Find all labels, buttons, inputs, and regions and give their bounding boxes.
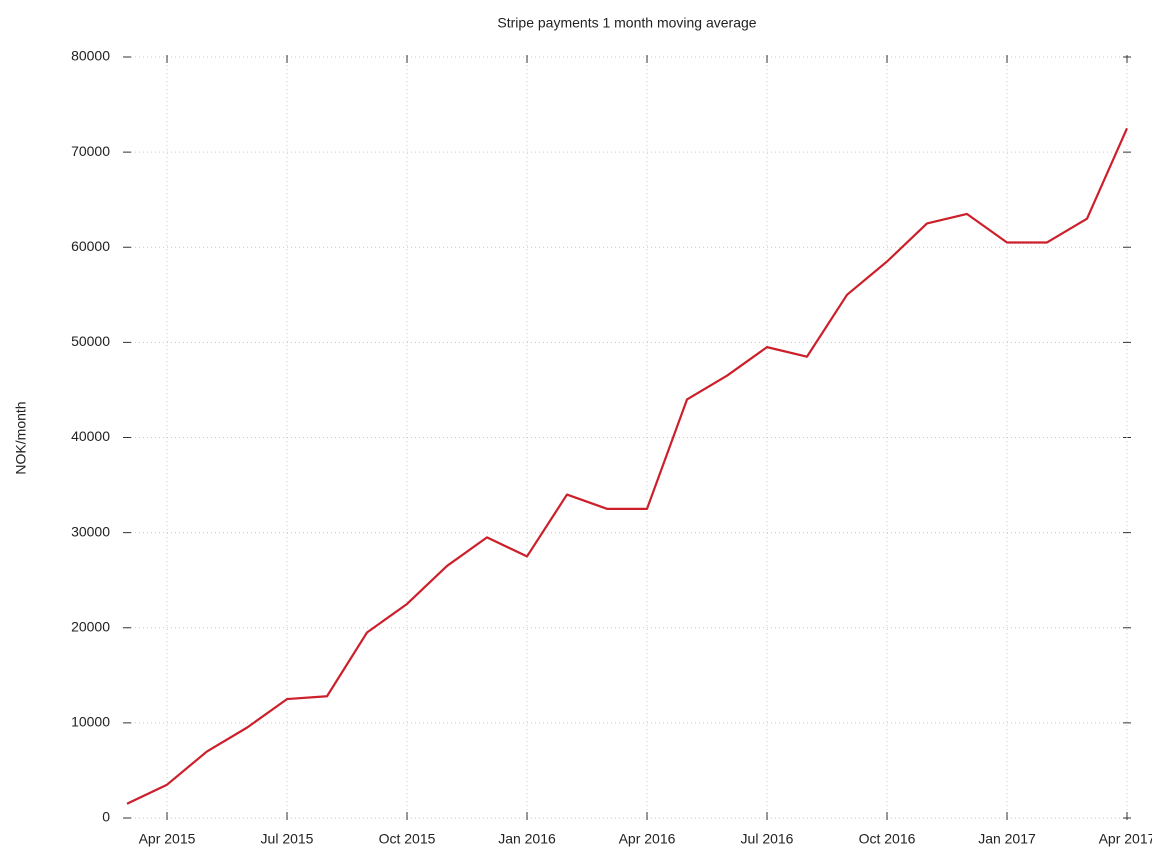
y-axis-label: NOK/month: [13, 401, 29, 474]
y-tick-label: 50000: [71, 333, 110, 349]
y-tick-label: 0: [102, 809, 110, 825]
x-tick-label: Jul 2016: [741, 831, 794, 847]
y-tick-label: 60000: [71, 238, 110, 254]
x-tick-label: Jan 2016: [498, 831, 556, 847]
x-tick-label: Apr 2017: [1099, 831, 1152, 847]
data-line: [126, 127, 1129, 805]
x-tick-label: Jan 2017: [978, 831, 1036, 847]
y-tick-label: 30000: [71, 523, 110, 539]
x-tick-label: Apr 2016: [619, 831, 676, 847]
y-tick-label: 20000: [71, 618, 110, 634]
y-tick-label: 40000: [71, 428, 110, 444]
y-tick-label: 10000: [71, 714, 110, 730]
x-tick-label: Oct 2016: [859, 831, 916, 847]
x-tick-label: Oct 2015: [379, 831, 436, 847]
y-tick-label: 80000: [71, 48, 110, 64]
y-tick-label: 70000: [71, 143, 110, 159]
chart-title: Stripe payments 1 month moving average: [497, 15, 756, 31]
x-tick-label: Apr 2015: [139, 831, 196, 847]
x-tick-label: Jul 2015: [261, 831, 314, 847]
